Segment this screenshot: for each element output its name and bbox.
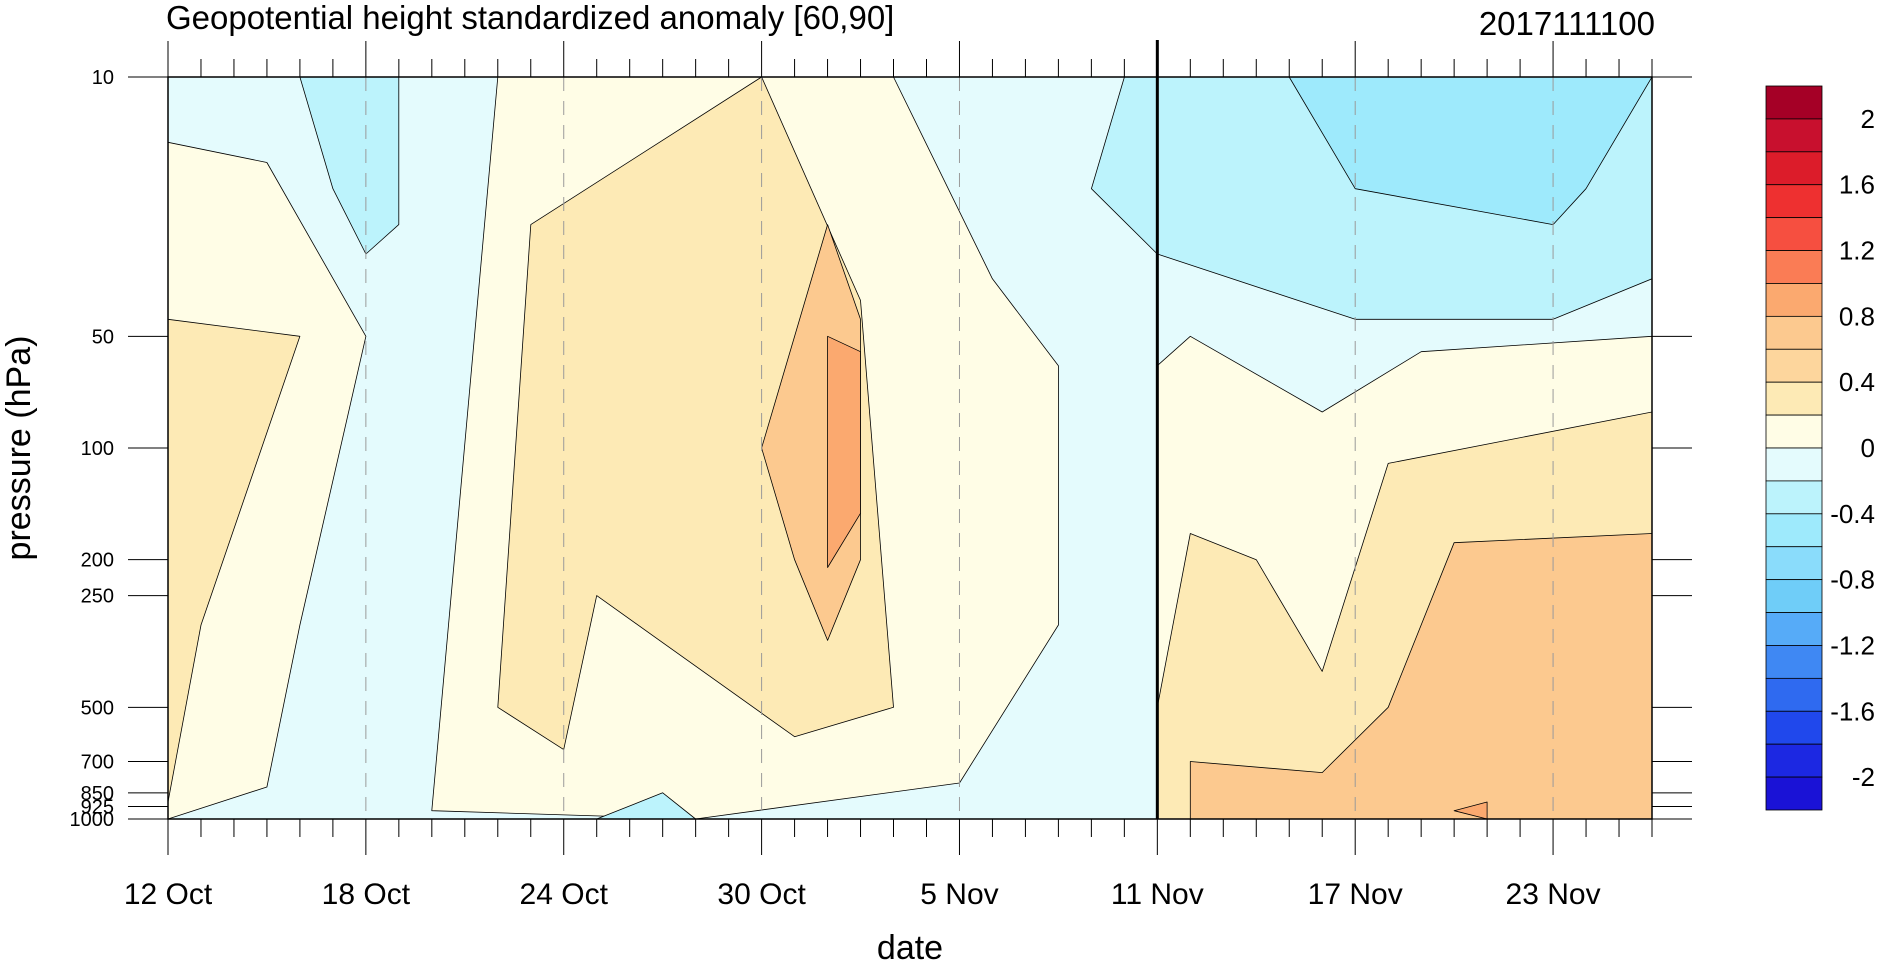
colorbar-label: 1.2 xyxy=(1839,236,1875,266)
colorbar-swatch xyxy=(1765,217,1823,251)
colorbar-swatch xyxy=(1765,348,1823,383)
colorbar-swatch xyxy=(1765,612,1823,646)
colorbar-label: 0 xyxy=(1861,433,1875,463)
date-stamp: 2017111100 xyxy=(1479,5,1655,42)
x-tick-label: 24 Oct xyxy=(520,878,609,911)
colorbar-swatch xyxy=(1765,776,1823,811)
x-tick-label: 5 Nov xyxy=(920,878,998,911)
colorbar-swatch xyxy=(1765,151,1823,186)
x-tick-label: 17 Nov xyxy=(1308,878,1403,911)
anomaly-region xyxy=(827,335,861,568)
plot-area xyxy=(167,76,1653,820)
axis-ticks xyxy=(128,41,1692,855)
colorbar-swatch xyxy=(1765,645,1823,679)
colorbar-swatch xyxy=(1765,85,1823,120)
x-axis-label: date xyxy=(877,929,943,963)
colorbar-label: -2 xyxy=(1852,762,1875,792)
chart-title: Geopotential height standardized anomaly… xyxy=(166,0,894,36)
colorbar-swatch xyxy=(1765,710,1823,745)
colorbar-label: -0.4 xyxy=(1830,499,1875,529)
colorbar-swatch xyxy=(1765,184,1823,219)
y-tick-label: 10 xyxy=(92,67,114,89)
anomaly-region xyxy=(1453,801,1488,820)
anomaly-region xyxy=(497,76,894,750)
colorbar-labels: 2 1.6 1.2 0.8 0.4 0 -0.4 -0.8 -1.2 -1.6 -2 xyxy=(1830,104,1875,792)
x-tick-labels: 12 Oct 18 Oct 24 Oct 30 Oct 5 Nov 11 Nov 17 No… xyxy=(124,878,1601,911)
colorbar-label: 0.4 xyxy=(1839,367,1875,397)
x-tick-label: 11 Nov xyxy=(1111,878,1204,911)
colorbar-label: 0.8 xyxy=(1839,301,1875,331)
y-tick-label: 925 xyxy=(81,796,114,818)
x-tick-label: 18 Oct xyxy=(322,878,411,911)
colorbar-swatch xyxy=(1765,447,1823,482)
colorbar-swatch xyxy=(1765,414,1823,449)
colorbar-swatch xyxy=(1765,381,1823,416)
colorbar-swatch xyxy=(1765,546,1823,581)
y-tick-label: 100 xyxy=(81,438,114,460)
colorbar-label: -1.6 xyxy=(1830,696,1875,726)
y-tick-label: 50 xyxy=(92,326,114,348)
colorbar-swatch xyxy=(1765,579,1823,613)
colorbar-label: -1.2 xyxy=(1830,630,1875,660)
colorbar-swatch xyxy=(1765,315,1823,350)
colorbar-swatch xyxy=(1765,283,1823,317)
colorbar-label: -0.8 xyxy=(1830,565,1875,595)
y-tick-label: 250 xyxy=(81,586,114,608)
y-tick-label: 500 xyxy=(81,697,114,719)
x-tick-label: 12 Oct xyxy=(124,878,213,911)
y-tick-label: 700 xyxy=(81,752,114,774)
colorbar-swatch xyxy=(1765,480,1823,515)
colorbar-swatch xyxy=(1765,250,1823,284)
colorbar-swatch xyxy=(1765,118,1823,153)
colorbar-swatch xyxy=(1765,513,1823,548)
x-tick-label: 23 Nov xyxy=(1506,878,1601,911)
y-axis-label: pressure (hPa) xyxy=(0,336,38,561)
colorbar-label: 1.6 xyxy=(1839,170,1875,200)
colorbar-label: 2 xyxy=(1861,104,1875,134)
x-tick-label: 30 Oct xyxy=(717,878,806,911)
colorbar xyxy=(1765,85,1823,811)
y-tick-label: 1000 xyxy=(70,809,115,831)
colorbar-swatch xyxy=(1765,743,1823,778)
y-tick-label: 850 xyxy=(81,783,114,805)
y-tick-label: 200 xyxy=(81,550,114,572)
colorbar-swatch xyxy=(1765,677,1823,712)
